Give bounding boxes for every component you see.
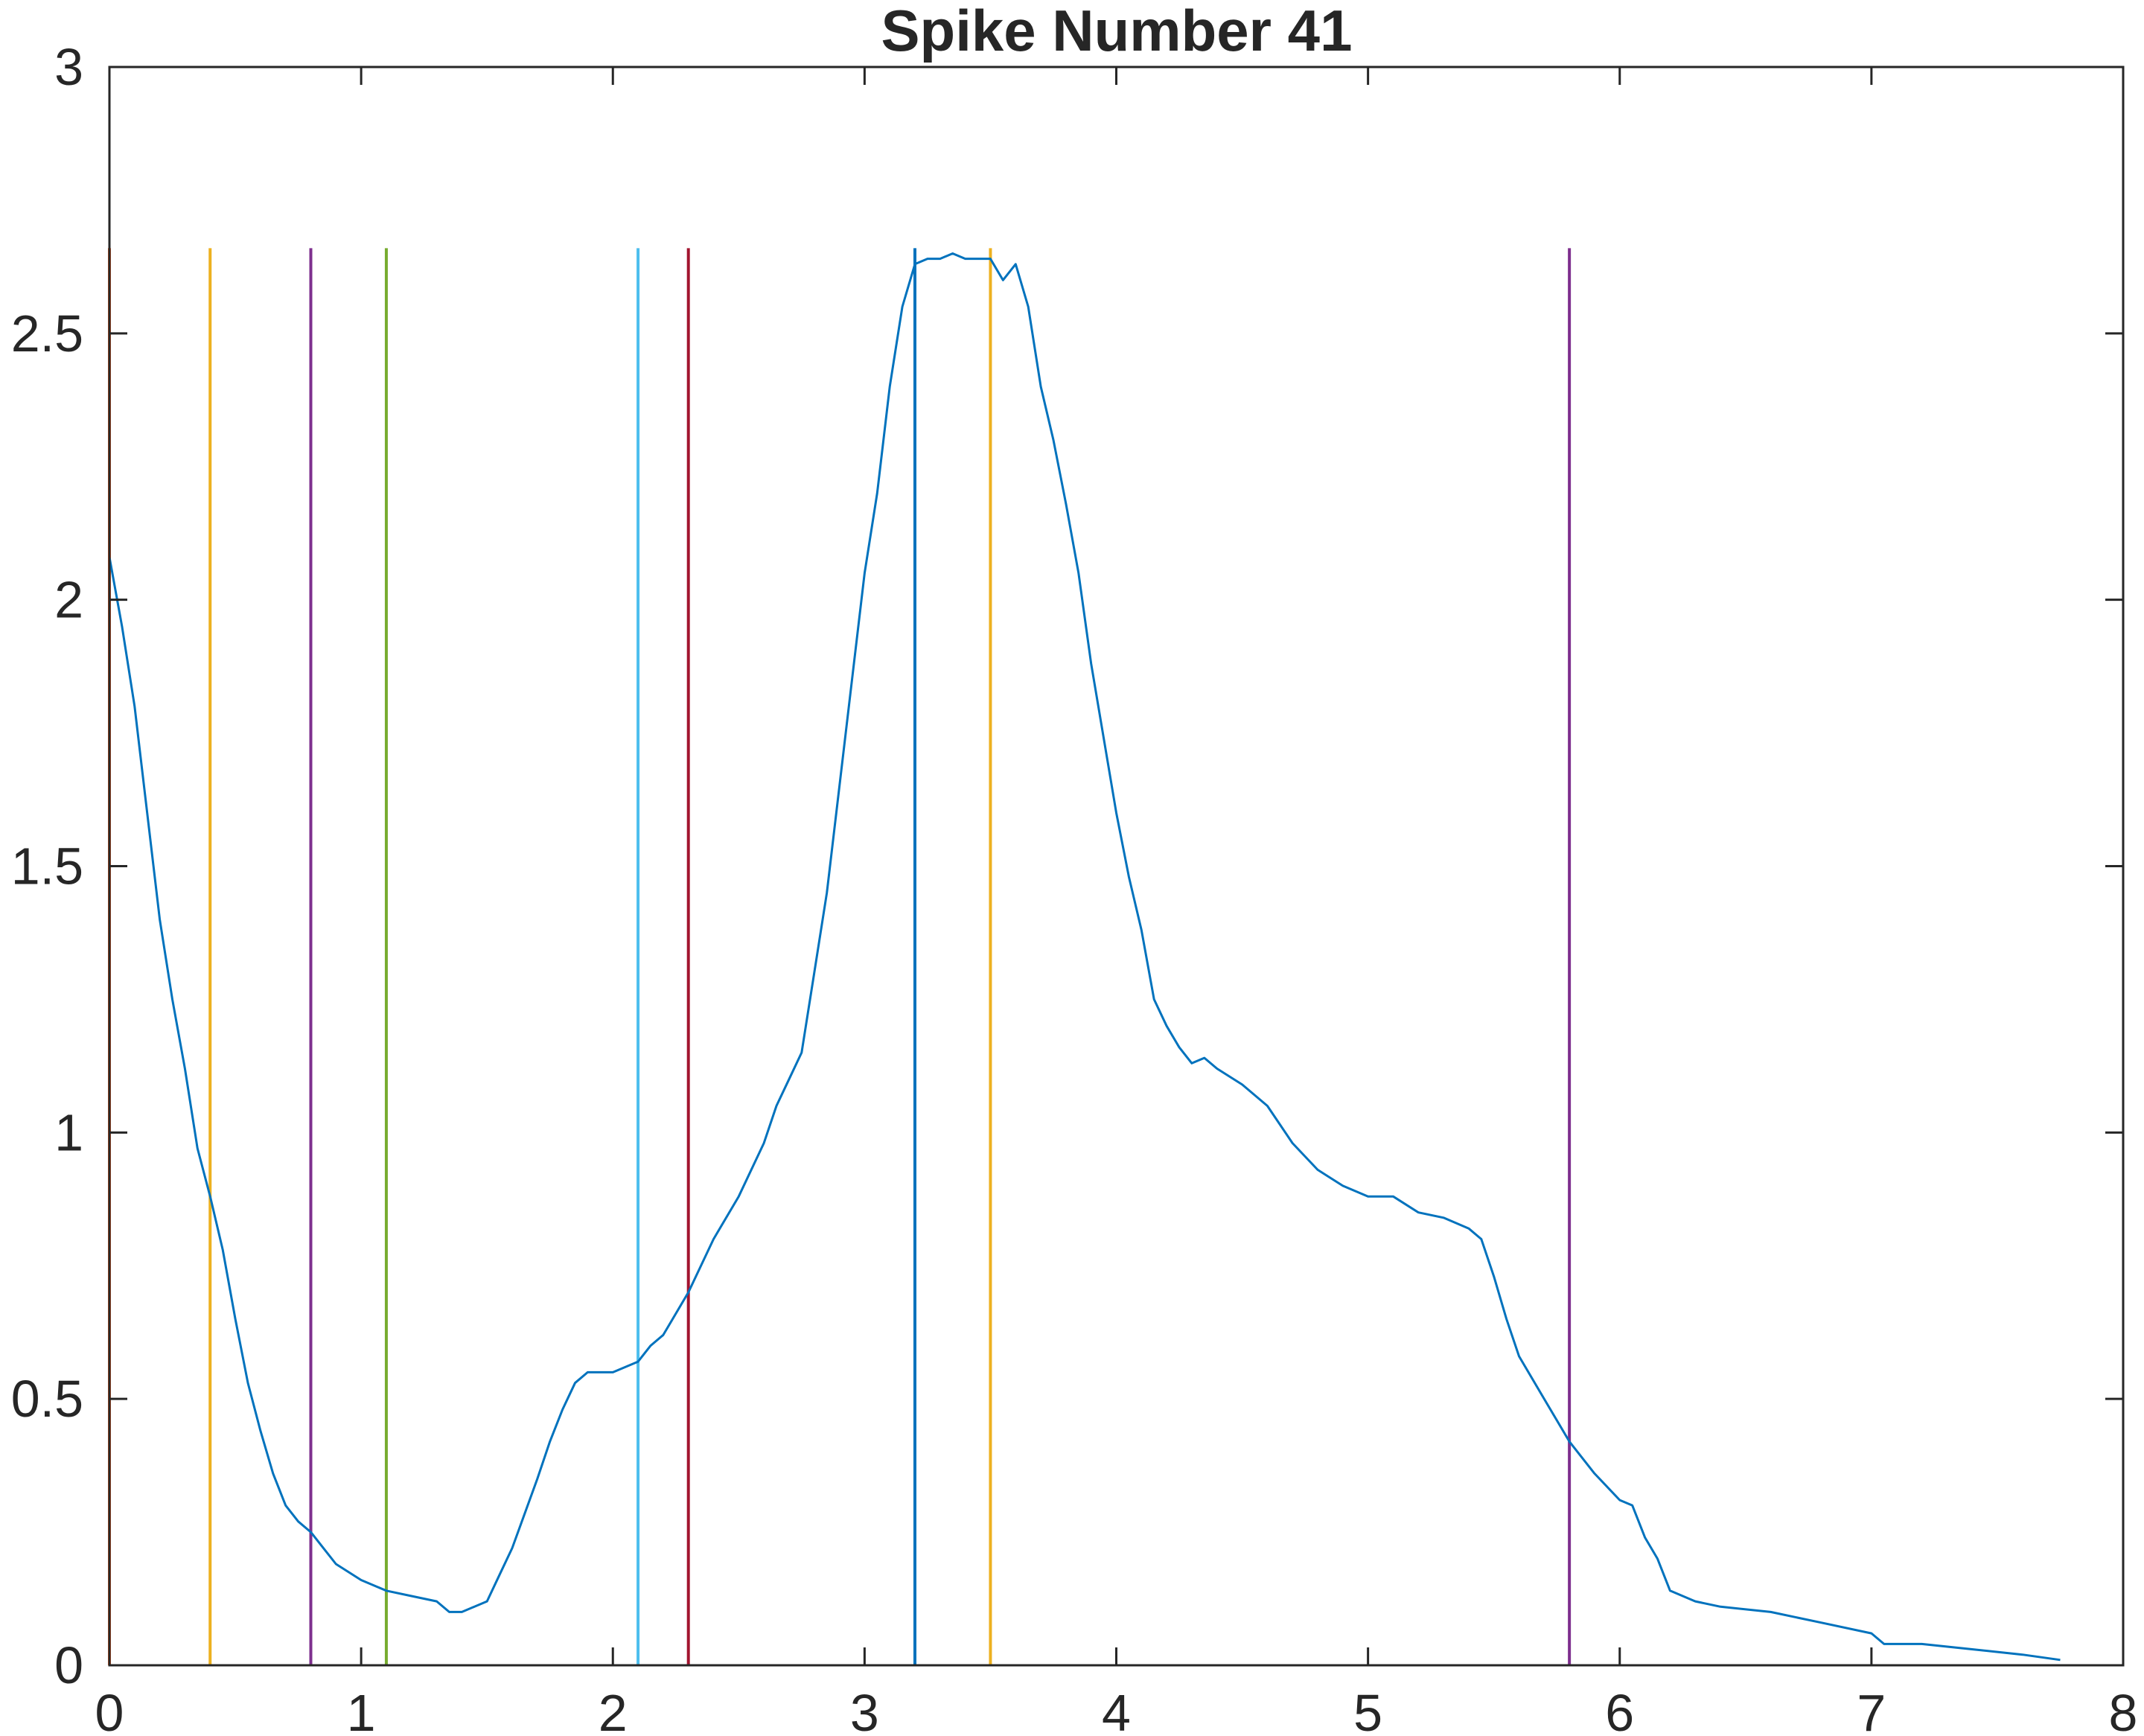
- x-tick-label: 0: [95, 1684, 124, 1736]
- y-tick-label: 0: [54, 1636, 83, 1694]
- chart-title: Spike Number 41: [881, 0, 1353, 63]
- x-tick-label: 4: [1102, 1684, 1131, 1736]
- x-tick-label: 5: [1353, 1684, 1382, 1736]
- x-tick-label: 6: [1605, 1684, 1634, 1736]
- series-line: [108, 252, 2061, 1662]
- x-tick-label: 2: [599, 1684, 628, 1736]
- x-tick-label: 8: [2109, 1684, 2138, 1736]
- y-tick-label: 3: [54, 38, 83, 96]
- y-tick-label: 1.5: [11, 837, 83, 896]
- axes: 0 1 2 3 4 5 6 7 8 0 0.5 1 1.5 2 2.5 3: [11, 38, 2138, 1736]
- y-tick-label: 1: [54, 1103, 83, 1161]
- x-tick-label: 7: [1857, 1684, 1886, 1736]
- x-tick-label: 1: [347, 1684, 376, 1736]
- y-tick-label: 2: [54, 571, 83, 629]
- series-lines: [108, 252, 2061, 1662]
- x-tick-label: 3: [850, 1684, 879, 1736]
- vertical-marker-lines: [108, 248, 1572, 1665]
- y-tick-label: 2.5: [11, 304, 83, 363]
- y-tick-label: 0.5: [11, 1370, 83, 1428]
